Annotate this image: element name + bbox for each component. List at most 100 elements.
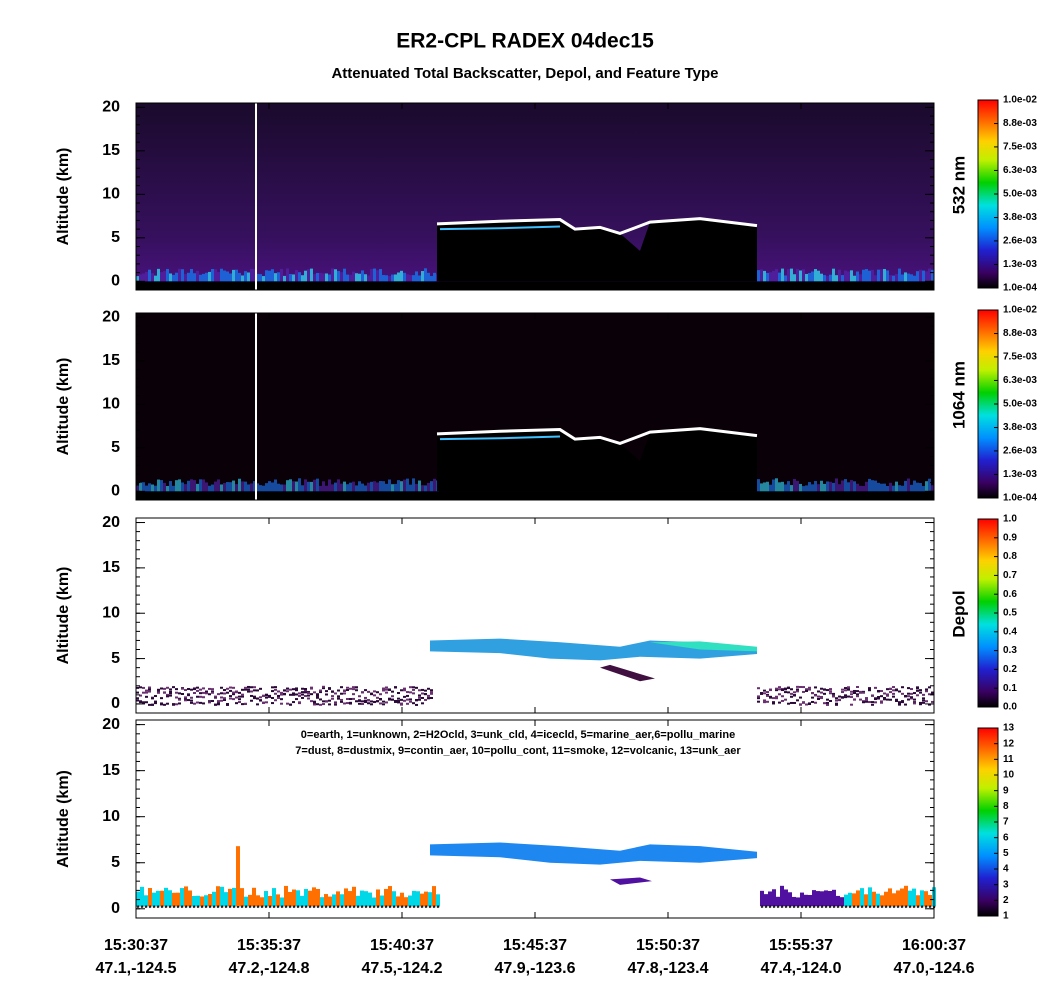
colorbar-tick-label: 2 xyxy=(1003,895,1009,906)
depol-pixel xyxy=(898,690,901,693)
depol-pixel xyxy=(202,687,205,690)
depol-pixel xyxy=(295,687,298,690)
depol-pixel xyxy=(295,693,298,696)
aerosol xyxy=(343,268,346,282)
aerosol xyxy=(277,272,280,282)
depol-pixel xyxy=(193,688,196,691)
earth-mark: * xyxy=(176,904,180,913)
aerosol xyxy=(403,479,406,492)
depol-pixel xyxy=(199,692,202,695)
feature-bar xyxy=(276,894,280,907)
earth-mark: * xyxy=(888,904,892,913)
depol-pixel xyxy=(367,690,370,693)
aerosol xyxy=(427,272,430,282)
aerosol xyxy=(922,486,925,492)
earth-mark: * xyxy=(360,904,364,913)
depol-pixel xyxy=(784,698,787,701)
aerosol xyxy=(409,484,412,492)
depol-pixel xyxy=(223,689,226,692)
depol-pixel xyxy=(400,689,403,692)
depol-pixel xyxy=(301,693,304,696)
depol-pixel xyxy=(793,694,796,697)
earth-mark: * xyxy=(400,904,404,913)
aerosol xyxy=(433,272,436,282)
depol-pixel xyxy=(850,703,853,706)
depol-pixel xyxy=(337,689,340,692)
feature-bar xyxy=(140,886,144,907)
earth-mark: * xyxy=(296,904,300,913)
depol-pixel xyxy=(184,699,187,702)
aerosol xyxy=(301,275,304,282)
feature-bar xyxy=(180,888,184,907)
feature-bar xyxy=(252,887,256,907)
feature-bar xyxy=(196,895,200,907)
depol-pixel xyxy=(874,698,877,701)
earth-mark: * xyxy=(832,904,836,913)
depol-pixel xyxy=(763,689,766,692)
aerosol xyxy=(397,272,400,282)
depol-pixel xyxy=(292,693,295,696)
earth-mark: * xyxy=(864,904,868,913)
aerosol xyxy=(901,485,904,492)
aerosol xyxy=(142,273,145,282)
depol-pixel xyxy=(790,688,793,691)
depol-pixel xyxy=(373,694,376,697)
feature-bar xyxy=(184,886,188,907)
depol-pixel xyxy=(868,687,871,690)
depol-pixel xyxy=(169,694,172,697)
earth-mark: * xyxy=(792,904,796,913)
depol-pixel xyxy=(886,694,889,697)
depol-pixel xyxy=(148,703,151,706)
depol-pixel xyxy=(283,693,286,696)
depol-pixel xyxy=(346,702,349,705)
depol-pixel xyxy=(868,701,871,704)
depol-pixel xyxy=(151,697,154,700)
depol-pixel xyxy=(409,686,412,689)
aerosol xyxy=(379,481,382,492)
aerosol xyxy=(298,478,301,492)
depol-pixel xyxy=(853,691,856,694)
feature-bar xyxy=(212,891,216,907)
aerosol xyxy=(295,481,298,492)
panel: 0 5 10 15 20 Altitude (km) 1.0e-04 1.3e-03 2.6e-… xyxy=(55,95,1037,294)
feature-bar xyxy=(364,891,368,907)
colorbar-tick-label: 8.8e-03 xyxy=(1003,328,1037,339)
depol-pixel xyxy=(247,685,250,688)
depol-pixel xyxy=(880,695,883,698)
colorbar-tick-label: 10 xyxy=(1003,770,1015,781)
depol-pixel xyxy=(175,696,178,699)
feature-bar xyxy=(424,891,428,907)
depol-pixel xyxy=(853,689,856,692)
aerosol xyxy=(166,485,169,492)
depol-pixel xyxy=(799,696,802,699)
depol-pixel xyxy=(202,691,205,694)
earth-mark: * xyxy=(288,904,292,913)
depol-pixel xyxy=(322,703,325,706)
earth-mark: * xyxy=(780,904,784,913)
aerosol xyxy=(760,269,763,282)
depol-pixel xyxy=(313,701,316,704)
feature-bar xyxy=(920,890,924,907)
depol-pixel xyxy=(865,698,868,701)
depol-pixel xyxy=(814,686,817,689)
earth-mark: * xyxy=(808,904,812,913)
depol-pixel xyxy=(808,702,811,705)
colorbar-tick-label: 3.8e-03 xyxy=(1003,422,1037,433)
colorbar-tick-label: 8 xyxy=(1003,801,1009,812)
aerosol xyxy=(310,268,313,282)
aerosol xyxy=(349,482,352,492)
depol-pixel xyxy=(397,697,400,700)
aerosol xyxy=(208,485,211,492)
depol-pixel xyxy=(430,696,433,699)
feature-bar xyxy=(388,886,392,907)
aerosol xyxy=(328,479,331,492)
aerosol xyxy=(871,269,874,282)
feature-bar xyxy=(896,890,900,907)
depol-pixel xyxy=(256,689,259,692)
aerosol xyxy=(283,484,286,492)
depol-pixel xyxy=(205,690,208,693)
depol-pixel xyxy=(346,686,349,689)
aerosol xyxy=(358,273,361,282)
aerosol xyxy=(403,272,406,282)
aerosol xyxy=(868,270,871,282)
